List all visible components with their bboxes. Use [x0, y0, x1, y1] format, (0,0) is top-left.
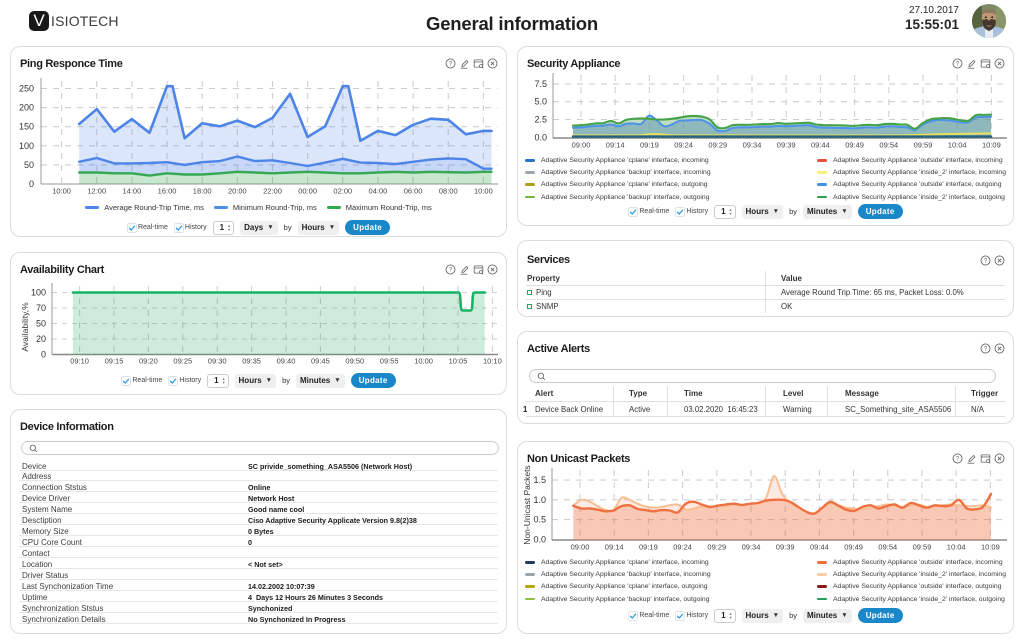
- svg-text:10:04: 10:04: [948, 141, 967, 150]
- svg-text:7.5: 7.5: [534, 79, 547, 89]
- svg-text:16:00: 16:00: [158, 187, 177, 196]
- svg-text:2.5: 2.5: [534, 115, 547, 125]
- svg-text:09:49: 09:49: [844, 543, 863, 552]
- svg-text:00:00: 00:00: [298, 187, 317, 196]
- svg-text:09:40: 09:40: [277, 357, 296, 366]
- svg-text:0.0: 0.0: [533, 534, 546, 544]
- svg-text:12:00: 12:00: [87, 187, 106, 196]
- svg-text:09:59: 09:59: [913, 543, 932, 552]
- svg-text:10:05: 10:05: [449, 357, 468, 366]
- svg-text:10:04: 10:04: [947, 543, 966, 552]
- svg-text:10:10: 10:10: [483, 357, 502, 366]
- svg-text:5.0: 5.0: [534, 97, 547, 107]
- svg-text:10:00: 10:00: [414, 357, 433, 366]
- svg-text:100: 100: [31, 288, 46, 298]
- svg-text:50: 50: [24, 160, 34, 170]
- svg-text:09:50: 09:50: [345, 357, 364, 366]
- svg-text:?: ?: [956, 457, 960, 463]
- svg-text:?: ?: [984, 347, 988, 353]
- svg-text:09:54: 09:54: [878, 543, 897, 552]
- svg-text:09:34: 09:34: [743, 141, 762, 150]
- svg-text:250: 250: [19, 84, 34, 94]
- svg-text:09:55: 09:55: [380, 357, 399, 366]
- svg-text:09:35: 09:35: [242, 357, 261, 366]
- svg-text:09:10: 09:10: [70, 357, 89, 366]
- svg-text:?: ?: [956, 62, 960, 68]
- svg-text:09:15: 09:15: [105, 357, 124, 366]
- svg-text:?: ?: [449, 62, 453, 68]
- svg-text:06:00: 06:00: [404, 187, 423, 196]
- svg-text:09:44: 09:44: [810, 543, 829, 552]
- svg-text:10:00: 10:00: [474, 187, 493, 196]
- svg-text:70: 70: [36, 303, 46, 313]
- svg-text:09:14: 09:14: [606, 141, 625, 150]
- svg-text:09:39: 09:39: [776, 543, 795, 552]
- svg-text:09:19: 09:19: [640, 141, 659, 150]
- svg-text:08:00: 08:00: [439, 187, 458, 196]
- svg-text:Non-Unicast Packets: Non-Unicast Packets: [522, 465, 532, 544]
- svg-text:09:24: 09:24: [673, 543, 692, 552]
- svg-text:20: 20: [36, 334, 46, 344]
- svg-text:14:00: 14:00: [123, 187, 142, 196]
- svg-text:09:44: 09:44: [811, 141, 830, 150]
- svg-text:200: 200: [19, 103, 34, 113]
- svg-text:18:00: 18:00: [193, 187, 212, 196]
- svg-text:?: ?: [984, 259, 988, 265]
- svg-text:09:29: 09:29: [707, 543, 726, 552]
- svg-text:09:25: 09:25: [173, 357, 192, 366]
- svg-text:1.0: 1.0: [533, 495, 546, 505]
- svg-text:09:59: 09:59: [914, 141, 933, 150]
- svg-text:10:09: 10:09: [982, 141, 1001, 150]
- svg-text:09:30: 09:30: [208, 357, 227, 366]
- svg-text:22:00: 22:00: [263, 187, 282, 196]
- svg-text:0: 0: [29, 179, 34, 189]
- svg-text:09:34: 09:34: [742, 543, 761, 552]
- svg-text:?: ?: [449, 268, 453, 274]
- svg-text:09:24: 09:24: [674, 141, 693, 150]
- svg-text:09:19: 09:19: [639, 543, 658, 552]
- svg-text:0: 0: [41, 350, 46, 360]
- svg-text:09:00: 09:00: [572, 141, 591, 150]
- svg-text:0.5: 0.5: [533, 515, 546, 525]
- svg-text:10:00: 10:00: [52, 187, 71, 196]
- svg-text:20:00: 20:00: [228, 187, 247, 196]
- svg-text:09:20: 09:20: [139, 357, 158, 366]
- svg-text:09:39: 09:39: [777, 141, 796, 150]
- svg-text:02:00: 02:00: [333, 187, 352, 196]
- svg-text:09:00: 09:00: [571, 543, 590, 552]
- svg-text:09:49: 09:49: [845, 141, 864, 150]
- svg-text:09:54: 09:54: [879, 141, 898, 150]
- svg-text:0.0: 0.0: [534, 132, 547, 142]
- svg-text:100: 100: [19, 141, 34, 151]
- svg-text:04:00: 04:00: [369, 187, 388, 196]
- svg-text:09:14: 09:14: [605, 543, 624, 552]
- svg-text:09:45: 09:45: [311, 357, 330, 366]
- svg-text:50: 50: [36, 319, 46, 329]
- svg-text:150: 150: [19, 122, 34, 132]
- svg-text:10:09: 10:09: [981, 543, 1000, 552]
- svg-text:09:29: 09:29: [708, 141, 727, 150]
- svg-text:1.5: 1.5: [533, 475, 546, 485]
- svg-text:Availability,%: Availability,%: [20, 302, 30, 352]
